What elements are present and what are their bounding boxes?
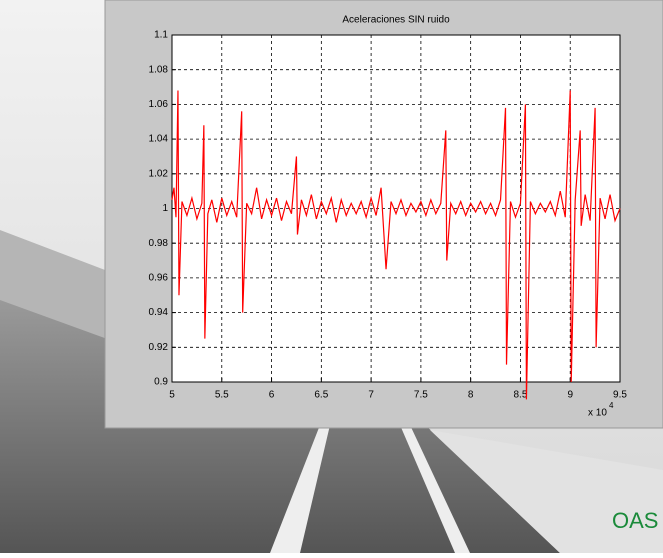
x-tick-label: 6 [269,390,275,401]
snowbank [430,430,663,553]
y-tick-label: 0.92 [149,342,169,353]
y-tick-label: 1.02 [149,168,169,179]
road-line [270,425,330,553]
x-tick-label: 9 [567,390,573,401]
y-tick-label: 1.04 [149,134,169,145]
x-tick-label: 8.5 [513,390,527,401]
road-line [400,425,470,553]
x-scale-exponent: 4 [609,401,614,410]
x-tick-label: 7.5 [414,390,428,401]
x-tick-label: 7 [368,390,374,401]
y-tick-label: 1.06 [149,99,169,110]
signal-line [171,90,621,400]
y-tick-label: 0.9 [154,377,168,388]
x-tick-label: 8 [468,390,474,401]
y-tick-label: 0.94 [149,307,169,318]
y-tick-label: 1.08 [149,64,169,75]
x-scale-label: x 10 [588,408,607,419]
x-tick-label: 6.5 [314,390,328,401]
x-tick-label: 9.5 [613,390,627,401]
slide-text: OAS [612,508,658,533]
chart-title: Aceleraciones SIN ruido [342,15,450,26]
y-tick-label: 1 [162,203,168,214]
y-tick-label: 0.98 [149,238,169,249]
x-tick-label: 5.5 [215,390,229,401]
y-tick-label: 0.96 [149,273,169,284]
x-tick-label: 5 [169,390,175,401]
y-tick-label: 1.1 [154,30,168,41]
